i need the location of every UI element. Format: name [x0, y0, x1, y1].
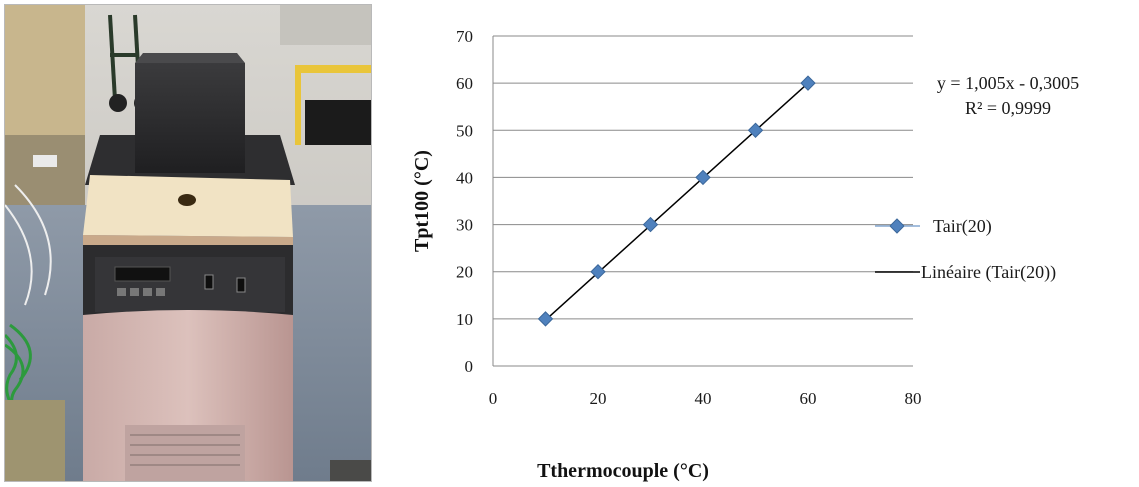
data-point-marker — [800, 75, 816, 91]
y-tick-label: 60 — [456, 74, 473, 93]
data-point-marker — [695, 169, 711, 186]
trendline-r-squared: R² = 0,9999 — [965, 98, 1051, 118]
x-tick-label: 60 — [800, 389, 817, 408]
y-tick-label: 40 — [456, 168, 473, 187]
data-point-marker — [537, 311, 554, 327]
legend-diamond-marker — [889, 218, 905, 234]
y-axis-title: Tpt100 (°C) — [411, 150, 433, 252]
legend-trendline-label: Linéaire (Tair(20)) — [921, 262, 1056, 283]
y-tick-label: 20 — [456, 263, 473, 282]
x-tick-label: 80 — [905, 389, 922, 408]
y-tick-label: 30 — [456, 216, 473, 235]
trendline — [544, 82, 809, 321]
axes — [492, 36, 913, 367]
x-tick-label: 0 — [489, 389, 498, 408]
data-point-marker — [642, 216, 659, 233]
y-tick-label: 0 — [465, 357, 474, 376]
x-axis-title: Tthermocouple (°C) — [537, 460, 709, 482]
y-tick-label: 50 — [456, 121, 473, 140]
data-point-marker — [590, 264, 606, 280]
legend-series-label: Tair(20) — [933, 216, 992, 237]
apparatus-illustration — [5, 5, 371, 481]
scatter-chart: 0 10 20 30 40 50 60 70 0 20 40 60 80 Tthermocouple … — [411, 27, 1079, 482]
x-tick-labels: 0 20 40 60 80 — [489, 389, 922, 408]
data-points — [537, 75, 816, 327]
x-tick-label: 40 — [695, 389, 712, 408]
x-tick-label: 20 — [590, 389, 607, 408]
grid-lines — [493, 35, 913, 320]
y-tick-label: 10 — [456, 310, 473, 329]
y-tick-label: 70 — [456, 27, 473, 46]
legend: Tair(20) Linéaire (Tair(20)) — [875, 216, 1056, 283]
chart-panel: 0 10 20 30 40 50 60 70 0 20 40 60 80 Tthermocouple … — [380, 0, 1139, 487]
data-point-marker — [747, 122, 764, 138]
y-tick-labels: 0 10 20 30 40 50 60 70 — [456, 27, 473, 376]
trendline-group — [544, 82, 809, 321]
apparatus-photo — [4, 4, 372, 482]
trendline-equation: y = 1,005x - 0,3005 — [937, 73, 1079, 93]
